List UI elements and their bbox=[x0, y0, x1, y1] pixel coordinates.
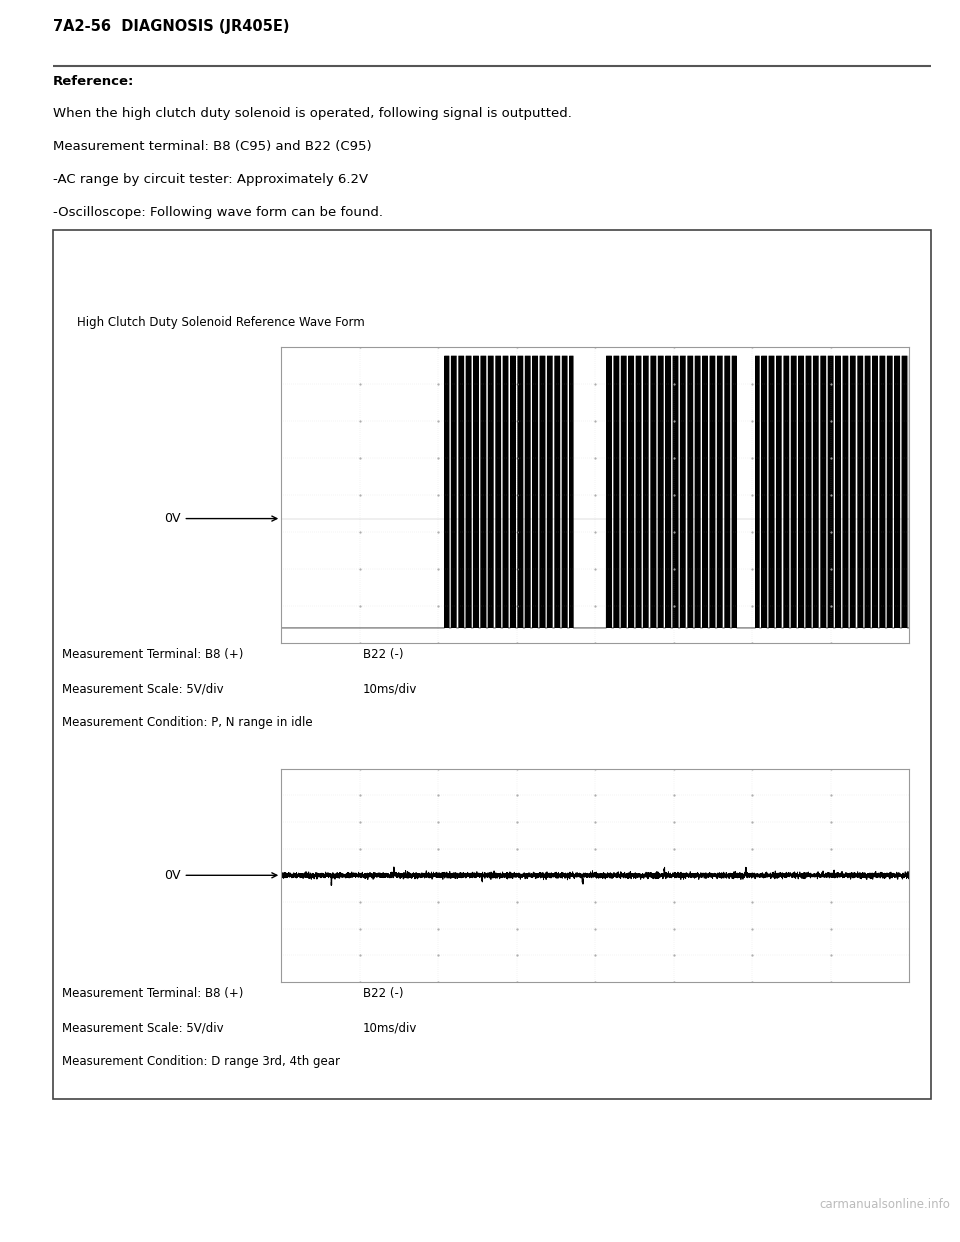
Text: -Oscilloscope: Following wave form can be found.: -Oscilloscope: Following wave form can b… bbox=[53, 206, 383, 219]
Text: Measurement Condition: P, N range in idle: Measurement Condition: P, N range in idl… bbox=[62, 717, 313, 729]
Text: Measurement Condition: D range 3rd, 4th gear: Measurement Condition: D range 3rd, 4th … bbox=[62, 1056, 341, 1068]
Text: High Clutch Duty Solenoid Reference Wave Form: High Clutch Duty Solenoid Reference Wave… bbox=[78, 317, 365, 329]
Text: 7A2-56  DIAGNOSIS (JR405E): 7A2-56 DIAGNOSIS (JR405E) bbox=[53, 19, 289, 34]
Text: Reference:: Reference: bbox=[53, 75, 134, 87]
Text: B22 (-): B22 (-) bbox=[363, 987, 403, 1001]
Text: 10ms/div: 10ms/div bbox=[363, 682, 418, 696]
Text: When the high clutch duty solenoid is operated, following signal is outputted.: When the high clutch duty solenoid is op… bbox=[53, 107, 571, 120]
Text: 0V: 0V bbox=[164, 869, 276, 882]
Text: Measurement Terminal: B8 (+): Measurement Terminal: B8 (+) bbox=[62, 987, 244, 1001]
Text: -AC range by circuit tester: Approximately 6.2V: -AC range by circuit tester: Approximate… bbox=[53, 173, 368, 186]
Text: 0V: 0V bbox=[164, 512, 276, 525]
Text: B22 (-): B22 (-) bbox=[363, 648, 403, 662]
Text: 10ms/div: 10ms/div bbox=[363, 1021, 418, 1035]
Text: Measurement terminal: B8 (C95) and B22 (C95): Measurement terminal: B8 (C95) and B22 (… bbox=[53, 140, 372, 153]
Text: Measurement Terminal: B8 (+): Measurement Terminal: B8 (+) bbox=[62, 648, 244, 662]
Text: carmanualsonline.info: carmanualsonline.info bbox=[820, 1199, 950, 1211]
Text: Measurement Scale: 5V/div: Measurement Scale: 5V/div bbox=[62, 682, 224, 696]
Text: Measurement Scale: 5V/div: Measurement Scale: 5V/div bbox=[62, 1021, 224, 1035]
